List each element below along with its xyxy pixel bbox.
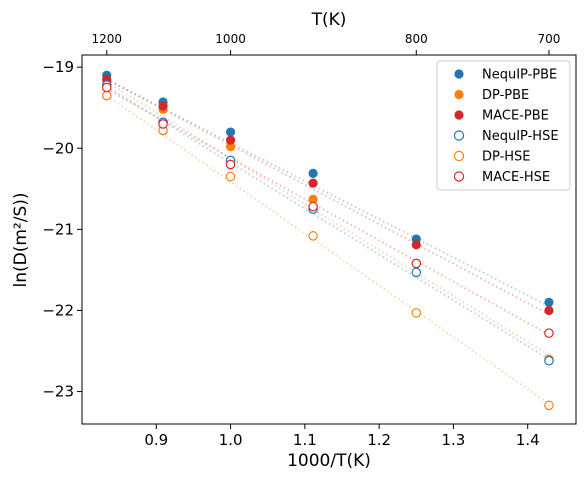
fit-lines [106,78,550,405]
fit-line [106,88,550,336]
data-point [225,142,236,152]
data-point [411,308,422,318]
data-points [101,70,554,411]
data-point [225,127,236,137]
legend-label: NequIP-HSE [482,129,559,144]
legend-label: DP-PBE [482,88,529,103]
top-x-axis: 1200 1000 800 700 [91,32,560,55]
plot-frame [81,54,577,425]
x-tick-label: 1.3 [441,431,465,449]
top-axis-title: T(K) [311,10,347,30]
data-point [225,171,236,182]
top-tick-label: 1000 [215,32,246,46]
legend-label: MACE-PBE [482,109,549,124]
y-axis-title: ln(D(m²/S)) [11,192,31,287]
fit-line [106,85,550,360]
data-point [544,400,554,411]
legend: NequIP-PBE DP-PBE MACE-PBE NequIP-HSE DP-HSE… [436,60,571,191]
y-tick-label: −22 [42,301,74,319]
legend-marker [454,69,464,79]
data-point [308,201,318,212]
legend-label: MACE-HSE [482,170,550,185]
y-tick-label: −20 [42,139,74,157]
data-point [158,101,168,111]
legend-box [436,60,571,191]
data-point [411,267,422,278]
data-point [308,231,318,241]
fit-line [106,80,550,356]
legend-marker [454,89,464,100]
data-point [101,90,112,101]
x-tick-label: 1.0 [219,431,243,449]
x-tick-label: 1.1 [293,431,317,449]
data-point [158,119,168,129]
data-point [411,258,422,269]
legend-marker [453,130,465,141]
data-point [308,194,318,204]
y-tick-label: −19 [42,58,74,76]
legend-marker [454,110,464,120]
data-point [544,297,554,307]
y-tick-label: −21 [42,220,74,238]
data-point [544,328,554,338]
x-axis: 0.9 1.0 1.1 1.2 1.3 1.4 [144,424,540,449]
x-axis-title: 1000/T(K) [287,451,371,471]
fit-line [106,78,550,308]
top-tick-label: 1200 [91,32,122,46]
data-point [101,82,112,93]
data-point [308,168,318,179]
data-point [411,240,421,250]
y-axis: −19 −20 −21 −22 −23 [42,58,82,401]
legend-marker [453,171,465,182]
data-point [544,355,554,366]
data-point [225,135,236,145]
legend-label: DP-HSE [482,150,531,165]
data-point [225,159,236,170]
legend-label: NequIP-PBE [482,68,557,83]
y-tick-label: −23 [42,383,74,401]
top-tick-label: 700 [537,32,560,46]
top-tick-label: 800 [405,32,428,46]
x-tick-label: 0.9 [144,431,168,449]
data-point [544,305,554,316]
x-tick-label: 1.2 [367,431,391,449]
legend-marker [453,150,465,162]
x-tick-label: 1.4 [516,431,540,449]
data-point [308,178,318,188]
